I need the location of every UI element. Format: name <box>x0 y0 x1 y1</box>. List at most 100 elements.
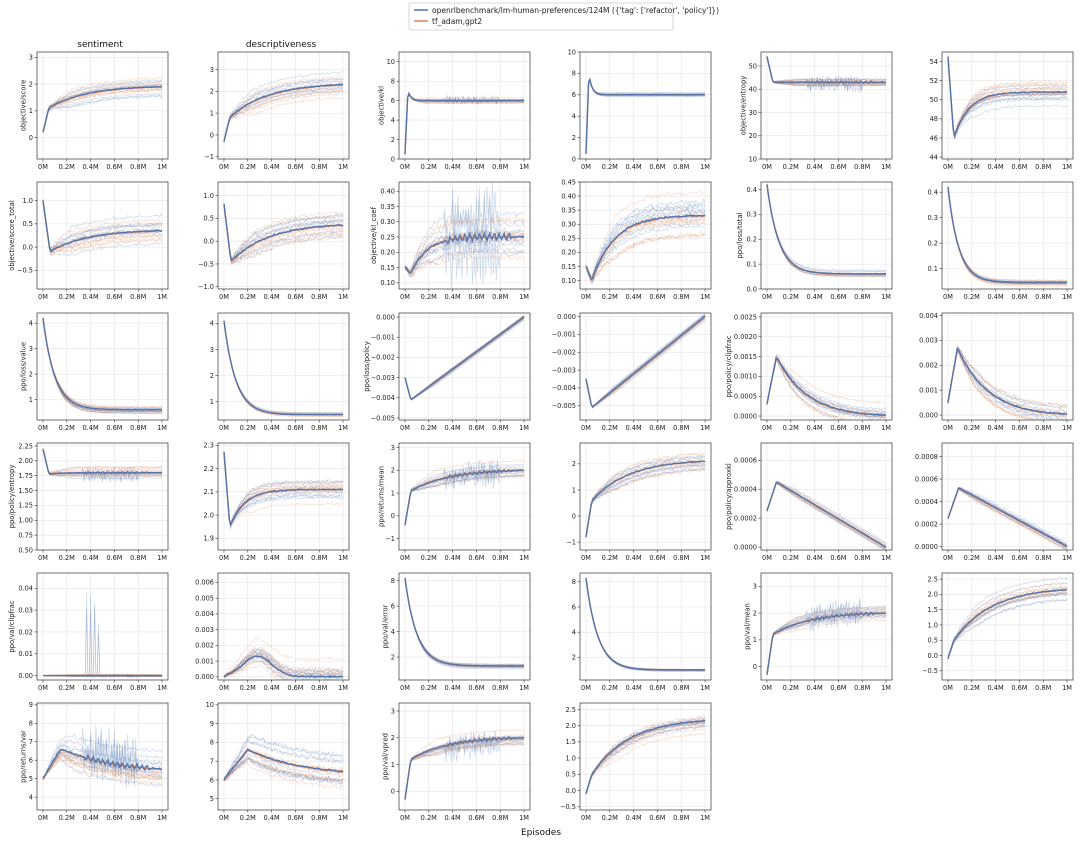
x-tick-label: 0.6M <box>649 814 665 822</box>
series-line-run-openrlbenchmark <box>223 757 344 786</box>
x-tick-label: 0.6M <box>1011 424 1027 432</box>
series-line-run-openrlbenchmark <box>766 597 887 676</box>
series-line-run-openrlbenchmark <box>947 186 1068 285</box>
x-tick-label: 0.4M <box>444 293 460 301</box>
series-line-run-tf-adam <box>766 56 887 87</box>
x-tick-label: 0.8M <box>673 814 689 822</box>
series-line-run-openrlbenchmark <box>42 200 163 250</box>
series-line-run-tf-adam <box>223 453 344 526</box>
series-line-run-openrlbenchmark <box>42 84 163 132</box>
x-tick-label: 0.8M <box>492 163 508 171</box>
y-tick-label: 0.3 <box>747 211 758 219</box>
series-line-run-openrlbenchmark <box>585 318 706 408</box>
y-tick-label: 4 <box>210 320 214 328</box>
series-line-run-tf-adam <box>947 186 1068 286</box>
series-line-run-tf-adam <box>42 448 163 474</box>
series-line-run-tf-adam <box>766 481 887 545</box>
series-line-run-openrlbenchmark <box>585 455 705 536</box>
y-tick-label: 2 <box>29 80 33 88</box>
series-line-run-tf-adam <box>404 578 525 667</box>
y-tick-label: 10 <box>387 58 395 66</box>
x-tick-label: 0.8M <box>492 814 508 822</box>
series-line-run-tf-adam <box>766 356 887 413</box>
x-tick-label: 1M <box>1062 293 1072 301</box>
x-tick-label: 0.8M <box>130 163 146 171</box>
series-line-run-tf-adam <box>766 183 887 275</box>
x-tick-label: 0.6M <box>106 163 122 171</box>
series-line-run-tf-adam <box>223 651 344 678</box>
series-line-run-tf-adam <box>42 318 163 412</box>
series-line-run-openrlbenchmark <box>404 227 525 275</box>
x-tick-label: 0.6M <box>649 424 665 432</box>
x-tick-label: 1M <box>157 293 167 301</box>
series-line-run-openrlbenchmark <box>947 582 1068 659</box>
series-line-run-openrlbenchmark <box>42 449 163 473</box>
x-tick-label: 0.8M <box>1035 684 1051 692</box>
series-line-run-openrlbenchmark <box>223 757 344 782</box>
x-tick-label: 1M <box>1062 554 1072 562</box>
series-line-run-openrlbenchmark <box>585 455 706 538</box>
x-tick-label: 0.6M <box>468 684 484 692</box>
series-line-run-openrlbenchmark <box>42 79 163 133</box>
y-tick-label: 0.45 <box>561 178 576 186</box>
y-tick-label: 1 <box>29 396 33 404</box>
series-line-run-openrlbenchmark <box>585 313 706 408</box>
series-line-run-tf-adam <box>585 724 706 795</box>
series-line-run-openrlbenchmark <box>585 578 706 670</box>
series-line-mean-tf-adam <box>585 77 705 154</box>
x-tick-label: 0.6M <box>1011 684 1027 692</box>
series-line-run-tf-adam <box>766 56 887 87</box>
series-line-run-tf-adam <box>947 186 1068 286</box>
x-tick-label: 0.2M <box>964 684 980 692</box>
x-tick-label: 0M <box>581 424 591 432</box>
series-line-run-openrlbenchmark <box>585 578 706 671</box>
x-tick-label: 0.8M <box>311 554 327 562</box>
x-tick-label: 0.8M <box>492 554 508 562</box>
series-line-run-openrlbenchmark <box>404 736 525 800</box>
series-line-run-tf-adam <box>404 734 525 800</box>
x-tick-label: 0.6M <box>287 554 303 562</box>
series-line-run-openrlbenchmark <box>585 315 706 408</box>
series-group <box>42 448 163 483</box>
series-line-mean-openrlbenchmark <box>223 203 344 262</box>
y-tick-label: 0.003 <box>195 626 214 634</box>
series-line-run-tf-adam <box>404 217 525 272</box>
x-tick-label: 0.8M <box>854 554 870 562</box>
series-line-run-tf-adam <box>766 56 887 84</box>
x-tick-label: 0.2M <box>59 163 75 171</box>
x-tick-label: 0M <box>400 424 410 432</box>
y-tick-label: 0.30 <box>380 218 395 226</box>
y-tick-label: 1.50 <box>18 487 33 495</box>
series-line-run-openrlbenchmark <box>223 650 344 678</box>
series-line-run-openrlbenchmark <box>585 717 706 794</box>
x-tick-label: 0.4M <box>444 163 460 171</box>
series-group <box>404 314 525 401</box>
series-line-run-openrlbenchmark <box>766 184 887 273</box>
y-tick-label: 0.000 <box>195 673 214 681</box>
series-line-run-openrlbenchmark <box>947 56 1068 138</box>
series-line-run-tf-adam <box>766 184 887 278</box>
x-tick-label: 0.8M <box>673 424 689 432</box>
series-line-run-openrlbenchmark <box>766 354 887 414</box>
series-line-run-openrlbenchmark <box>223 753 344 781</box>
series-line-run-openrlbenchmark <box>223 451 344 528</box>
y-tick-label: 0.5 <box>928 637 939 645</box>
series-line-run-tf-adam <box>223 755 344 784</box>
x-tick-label: 0M <box>219 814 229 822</box>
x-tick-label: 1M <box>338 684 348 692</box>
series-line-run-openrlbenchmark <box>585 78 706 154</box>
series-line-run-tf-adam <box>404 475 525 526</box>
y-tick-label: 0.20 <box>380 249 395 257</box>
series-line-run-tf-adam <box>947 351 1061 420</box>
series-line-run-openrlbenchmark <box>585 313 706 407</box>
axes-frame <box>941 312 1074 421</box>
y-tick-label: 0.5 <box>566 771 577 779</box>
x-tick-label: 0M <box>581 293 591 301</box>
series-line-run-tf-adam <box>42 89 163 132</box>
axes-frame <box>941 442 1074 551</box>
series-line-run-tf-adam <box>766 358 858 420</box>
y-tick-label: 2.0 <box>566 722 577 730</box>
series-line-run-openrlbenchmark <box>404 577 525 668</box>
y-tick-label: −0.002 <box>552 349 576 357</box>
series-line-run-tf-adam <box>224 647 344 678</box>
